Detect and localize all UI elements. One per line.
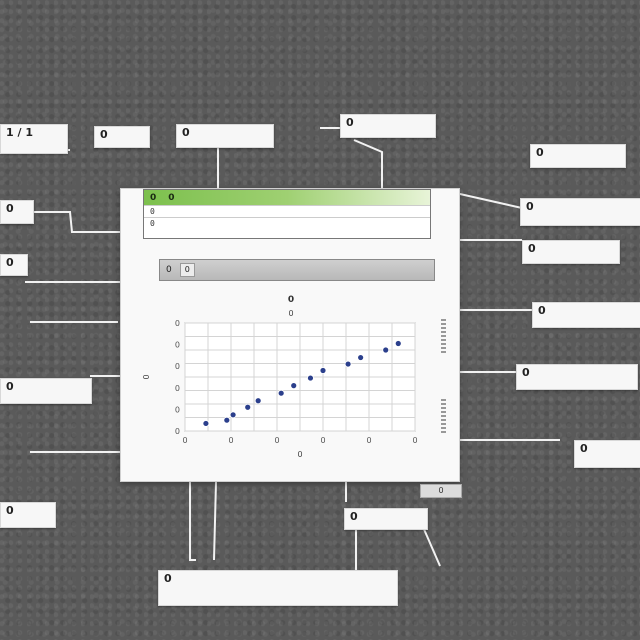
x-tick-label: 0	[320, 436, 325, 445]
callout-right-6: 0	[574, 440, 640, 468]
figure-header-box: 0 0 0 0	[143, 189, 431, 239]
callout-left-2-text: 0	[6, 202, 14, 215]
callout-left-1: 1 / 1	[0, 124, 68, 154]
y-tick-label: 0	[175, 384, 180, 393]
leader-bottom-2	[214, 482, 216, 560]
data-point	[383, 347, 389, 353]
callout-bottom-1: 0	[344, 508, 428, 530]
y-tick-label: 0	[175, 362, 180, 371]
callout-right-4-text: 0	[538, 304, 546, 317]
y-tick-label: 0	[175, 405, 180, 414]
data-point	[320, 368, 326, 374]
figure-header-row-2: 0	[144, 217, 430, 229]
figure-banner: 0 0	[159, 259, 435, 281]
callout-left-1-text: 1 / 1	[6, 126, 33, 139]
chart-title: 0	[171, 295, 411, 305]
figure-header-title: 0	[150, 193, 156, 203]
callout-left-3-text: 0	[6, 256, 14, 269]
callout-right-2-text: 0	[526, 200, 534, 213]
x-tick-label: 0	[228, 436, 233, 445]
callout-right-6-text: 0	[580, 442, 588, 455]
x-tick-label: 0	[182, 436, 187, 445]
y-tick-label: 0	[175, 319, 180, 328]
figure-footnote: 0	[420, 484, 462, 498]
x-tick-label: 0	[274, 436, 279, 445]
x-axis-label: 0	[297, 450, 302, 459]
x-tick-label: 0	[412, 436, 417, 445]
leader-left-2	[30, 212, 122, 232]
callout-left-3: 0	[0, 254, 28, 276]
callout-top-2: 0	[176, 124, 274, 148]
figure-banner-text: 0	[166, 265, 172, 275]
callout-right-5-text: 0	[522, 366, 530, 379]
callout-left-6-text: 0	[6, 504, 14, 517]
data-point	[230, 412, 236, 418]
data-point	[358, 355, 364, 361]
y-axis-label: 0	[142, 374, 151, 379]
callout-bottom-1-text: 0	[350, 510, 358, 523]
data-point	[245, 404, 251, 410]
y-tick-label: 0	[175, 341, 180, 350]
callout-bottom-2-text: 0	[164, 572, 172, 585]
callout-bottom-2: 0	[158, 570, 398, 606]
figure-header-title-row: 0 0	[144, 190, 430, 205]
callout-right-1: 0	[530, 144, 626, 168]
data-point	[395, 341, 401, 347]
data-point	[255, 398, 261, 404]
figure-header-title-right: 0	[168, 193, 174, 203]
figure-edge-mark-1	[441, 319, 446, 355]
y-tick-label: 0	[175, 427, 180, 436]
leader-top-4	[354, 140, 382, 188]
callout-left-5-text: 0	[6, 380, 14, 393]
callout-right-5: 0	[516, 364, 638, 390]
data-point	[291, 383, 297, 389]
data-point	[278, 390, 284, 396]
callout-right-4: 0	[532, 302, 640, 328]
callout-top-3-text: 0	[346, 116, 354, 129]
figure-header-row-1: 0	[144, 205, 430, 217]
callout-top-3: 0	[340, 114, 436, 138]
leader-bottom-1	[190, 482, 196, 560]
callout-right-3: 0	[522, 240, 620, 264]
callout-left-5: 0	[0, 378, 92, 404]
callout-top-2-text: 0	[182, 126, 190, 139]
figure-edge-mark-2	[441, 399, 446, 435]
data-point	[203, 420, 209, 426]
callout-left-2: 0	[0, 200, 34, 224]
callout-top-1-text: 0	[100, 128, 108, 141]
callout-right-1-text: 0	[536, 146, 544, 159]
callout-right-3-text: 0	[528, 242, 536, 255]
data-point	[307, 375, 313, 381]
callout-top-1: 0	[94, 126, 150, 148]
figure-header-row-1-text: 0	[150, 207, 155, 216]
x-tick-label: 0	[366, 436, 371, 445]
data-point	[224, 417, 230, 423]
callout-left-6: 0	[0, 502, 56, 528]
data-point	[345, 361, 351, 367]
figure-banner-chip: 0	[180, 263, 195, 277]
figure-header-row-2-text: 0	[150, 219, 155, 228]
callout-right-2: 0	[520, 198, 640, 226]
